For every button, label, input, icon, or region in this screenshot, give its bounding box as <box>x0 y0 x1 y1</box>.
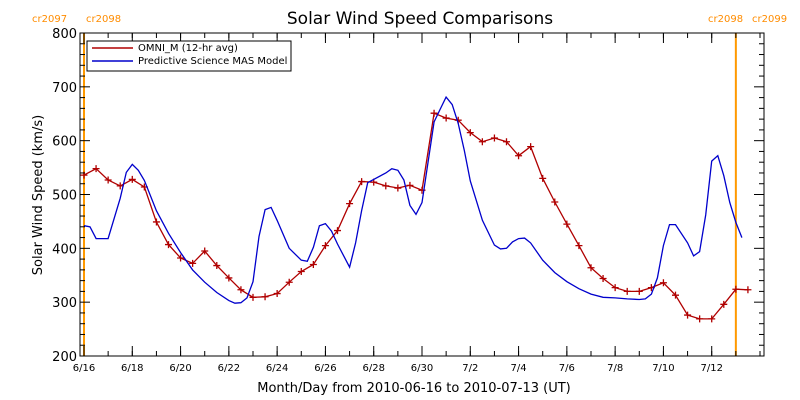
y-tick-label: 800 <box>52 27 77 42</box>
data-point-marker <box>490 134 498 142</box>
y-tick-label: 400 <box>52 242 77 257</box>
x-tick-label: 7/12 <box>700 363 722 374</box>
carrington-label-right: cr2098 <box>86 14 121 25</box>
x-tick-label: 7/2 <box>462 363 478 374</box>
data-point-marker <box>539 174 547 182</box>
x-tick-label: 6/22 <box>218 363 240 374</box>
data-point-marker <box>599 274 607 282</box>
data-point-marker <box>708 315 716 323</box>
data-point-marker <box>237 286 245 294</box>
x-tick-label: 7/6 <box>559 363 575 374</box>
x-tick-label: 6/20 <box>169 363 191 374</box>
data-point-marker <box>672 291 679 299</box>
data-point-marker <box>503 138 510 146</box>
legend-mas-label: Predictive Science MAS Model <box>138 56 287 67</box>
legend-omni-label: OMNI_M (12-hr avg) <box>138 43 238 54</box>
legend: OMNI_M (12-hr avg) Predictive Science MA… <box>86 40 292 72</box>
data-point-marker <box>587 264 595 272</box>
data-point-marker <box>659 279 667 287</box>
y-tick-label: 700 <box>52 81 77 96</box>
data-point-marker <box>515 152 523 160</box>
data-point-marker <box>321 242 329 250</box>
y-tick-label: 200 <box>52 350 77 365</box>
data-point-marker <box>563 220 571 228</box>
data-point-marker <box>309 260 317 268</box>
data-point-marker <box>623 287 631 295</box>
data-point-marker <box>478 138 486 146</box>
data-point-marker <box>152 218 160 226</box>
data-point-marker <box>430 109 438 117</box>
data-point-marker <box>720 300 728 308</box>
data-point-marker <box>442 114 450 122</box>
data-point-marker <box>346 200 354 208</box>
data-point-marker <box>406 181 414 189</box>
data-point-marker <box>466 129 474 137</box>
series-line-1 <box>83 95 743 304</box>
carrington-label-left: cr2097 <box>32 14 67 25</box>
legend-box <box>86 40 292 72</box>
data-point-marker <box>744 286 752 294</box>
data-point-marker <box>261 293 269 301</box>
x-tick-label: 6/30 <box>411 363 433 374</box>
chart-title: Solar Wind Speed Comparisons <box>287 9 553 29</box>
y-axis-label: Solar Wind Speed (km/s) <box>31 115 46 275</box>
x-tick-label: 6/16 <box>73 363 95 374</box>
data-point-marker <box>611 284 619 292</box>
data-point-marker <box>213 262 221 270</box>
data-point-marker <box>201 247 209 255</box>
x-axis-label: Month/Day from 2010-06-16 to 2010-07-13 … <box>257 381 570 396</box>
data-point-marker <box>297 267 305 275</box>
x-tick-label: 6/26 <box>314 363 336 374</box>
data-point-marker <box>551 198 559 206</box>
carrington-label-right: cr2099 <box>752 14 787 25</box>
x-tick-label: 7/8 <box>607 363 623 374</box>
data-point-marker <box>177 254 185 262</box>
data-point-marker <box>635 287 643 295</box>
plot-frame <box>79 32 765 357</box>
y-tick-label: 300 <box>52 296 77 311</box>
data-point-marker <box>732 285 740 293</box>
x-tick-label: 6/24 <box>266 363 288 374</box>
data-point-marker <box>527 143 535 151</box>
data-point-marker <box>104 176 112 184</box>
data-point-marker <box>285 278 293 286</box>
data-point-marker <box>165 241 172 249</box>
y-tick-label: 600 <box>52 135 77 150</box>
data-point-marker <box>382 182 390 190</box>
data-point-marker <box>249 293 257 301</box>
data-point-marker <box>334 227 341 235</box>
x-tick-label: 7/10 <box>652 363 674 374</box>
data-point-marker <box>92 165 100 173</box>
data-point-marker <box>394 184 402 192</box>
data-point-marker <box>273 290 281 298</box>
data-point-marker <box>575 242 583 250</box>
x-tick-label: 6/18 <box>121 363 143 374</box>
data-point-marker <box>696 315 704 323</box>
carrington-label-left: cr2098 <box>708 14 743 25</box>
x-tick-label: 7/4 <box>511 363 527 374</box>
x-tick-label: 6/28 <box>362 363 384 374</box>
data-point-marker <box>684 311 692 319</box>
data-point-marker <box>189 259 197 267</box>
y-tick-label: 500 <box>52 189 77 204</box>
data-point-marker <box>225 274 233 282</box>
data-point-marker <box>358 178 366 186</box>
data-point-marker <box>128 175 136 183</box>
